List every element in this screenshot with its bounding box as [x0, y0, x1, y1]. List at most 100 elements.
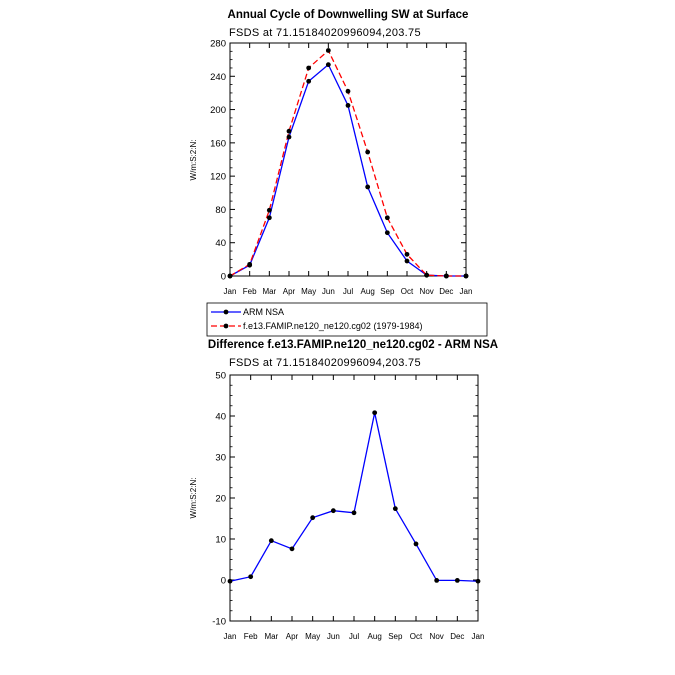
data-point-series-0: [434, 578, 440, 583]
y-tick-label: 200: [210, 105, 226, 116]
chart2-x-ticks: Jan Feb Mar Apr May Jun Jul Aug Sep Oct Nov Dec Jan: [224, 375, 485, 641]
data-point-series-0: [268, 538, 274, 544]
annual-cycle-chart: Annual Cycle of Downwelling SW at Surfac…: [189, 9, 472, 296]
data-point-series-0: [227, 578, 233, 584]
x-tick-label: Jun: [327, 632, 340, 641]
chart1-legend: ARM NSA f.e13.FAMIP.ne120_ne120.cg02 (19…: [206, 302, 488, 337]
x-tick-label: Oct: [401, 287, 414, 296]
difference-chart: Difference f.e13.FAMIP.ne120_ne120.cg02 …: [189, 339, 498, 641]
y-tick-label: 40: [215, 412, 226, 423]
data-point-series-1: [227, 273, 233, 279]
chart2-subtitle: FSDS at 71.15184020996094,203.75: [229, 357, 421, 369]
y-tick-label: 120: [210, 172, 226, 183]
y-tick-label: 10: [215, 535, 226, 546]
data-point-series-0: [310, 515, 316, 521]
data-point-series-0: [248, 574, 254, 580]
x-tick-label: May: [301, 287, 316, 296]
data-point-series-0: [454, 578, 460, 583]
series-line-0: [229, 63, 466, 277]
legend-marker-model: [223, 323, 229, 329]
y-tick-label: 40: [215, 238, 226, 249]
x-tick-label: Aug: [368, 632, 382, 641]
y-tick-label: 50: [215, 371, 226, 382]
x-tick-label: Jan: [472, 632, 485, 641]
legend-frame: [206, 302, 488, 337]
x-tick-label: Apr: [286, 632, 299, 641]
data-point-series-1: [306, 65, 312, 71]
chart1-x-ticks: Jan Feb Mar Apr May Jun Jul Aug Sep Oct Nov Dec Jan: [224, 43, 473, 296]
data-point-series-0: [286, 134, 292, 140]
data-point-series-1: [443, 273, 449, 279]
y-tick-label: 80: [215, 205, 226, 216]
chart1-y-axis-label: W/m:S:2:N:: [189, 140, 198, 181]
x-tick-label: Jun: [322, 287, 335, 296]
y-tick-label: -10: [212, 617, 226, 628]
x-tick-label: Jul: [343, 287, 353, 296]
x-tick-label: Nov: [420, 287, 434, 296]
legend-label-model: f.e13.FAMIP.ne120_ne120.cg02 (1979-1984): [243, 321, 422, 331]
data-point-series-0: [306, 78, 312, 84]
data-point-series-0: [289, 546, 295, 552]
x-tick-label: Feb: [244, 632, 258, 641]
x-tick-label: Mar: [264, 632, 278, 641]
x-tick-label: Dec: [450, 632, 464, 641]
series-line-1: [229, 49, 466, 277]
x-tick-label: Dec: [439, 287, 453, 296]
series-line-0: [229, 412, 479, 582]
data-point-series-0: [392, 506, 398, 512]
x-tick-label: Sep: [388, 632, 403, 641]
x-tick-label: Jan: [224, 287, 237, 296]
data-point-series-1: [345, 88, 351, 94]
data-point-series-1: [325, 48, 331, 53]
y-tick-label: 160: [210, 138, 226, 149]
chart2-y-axis-label: W/m:S:2:N:: [189, 478, 198, 519]
y-tick-label: 20: [215, 494, 226, 505]
data-point-series-0: [372, 410, 378, 416]
data-point-series-1: [463, 273, 469, 279]
legend-entry-arm-nsa: ARM NSA: [211, 307, 284, 317]
data-point-series-1: [266, 207, 272, 213]
legend-label-arm-nsa: ARM NSA: [243, 307, 284, 317]
data-point-series-0: [345, 103, 351, 108]
data-point-series-0: [266, 215, 272, 221]
data-point-series-0: [330, 508, 336, 514]
chart2-plot-frame: [229, 374, 479, 622]
x-tick-label: Oct: [410, 632, 423, 641]
x-tick-label: Nov: [430, 632, 444, 641]
data-point-series-0: [325, 62, 331, 68]
y-tick-label: 280: [210, 39, 226, 50]
chart1-series: [227, 48, 469, 279]
x-tick-label: Jul: [349, 632, 359, 641]
y-tick-label: 0: [221, 272, 226, 283]
data-point-series-1: [365, 149, 371, 155]
data-point-series-1: [384, 215, 390, 221]
chart1-y-ticks: 0 40 80 120 160 200 240 280: [210, 39, 466, 283]
data-point-series-1: [404, 251, 410, 257]
x-tick-label: Feb: [243, 287, 257, 296]
data-point-series-0: [475, 578, 481, 584]
x-tick-label: May: [305, 632, 320, 641]
x-tick-label: Sep: [380, 287, 395, 296]
chart1-title: Annual Cycle of Downwelling SW at Surfac…: [228, 9, 469, 21]
x-tick-label: Mar: [262, 287, 276, 296]
legend-marker-arm-nsa: [223, 309, 229, 315]
x-tick-label: Jan: [224, 632, 237, 641]
data-point-series-0: [384, 230, 390, 236]
x-tick-label: Apr: [283, 287, 296, 296]
data-point-series-0: [365, 184, 371, 190]
data-point-series-1: [286, 128, 292, 134]
y-tick-label: 0: [221, 576, 226, 587]
data-point-series-0: [413, 541, 419, 547]
chart2-series: [227, 410, 481, 584]
y-tick-label: 240: [210, 72, 226, 83]
chart1-plot-frame: [229, 42, 467, 277]
x-tick-label: Jan: [460, 287, 473, 296]
data-point-series-0: [351, 510, 357, 516]
data-point-series-0: [404, 258, 410, 264]
chart2-y-ticks: -10 0 10 20 30 40 50: [212, 371, 478, 628]
data-point-series-1: [247, 261, 253, 267]
x-tick-label: Aug: [361, 287, 375, 296]
y-tick-label: 30: [215, 453, 226, 464]
legend-entry-model: f.e13.FAMIP.ne120_ne120.cg02 (1979-1984): [211, 321, 422, 331]
chart2-title: Difference f.e13.FAMIP.ne120_ne120.cg02 …: [208, 339, 498, 351]
